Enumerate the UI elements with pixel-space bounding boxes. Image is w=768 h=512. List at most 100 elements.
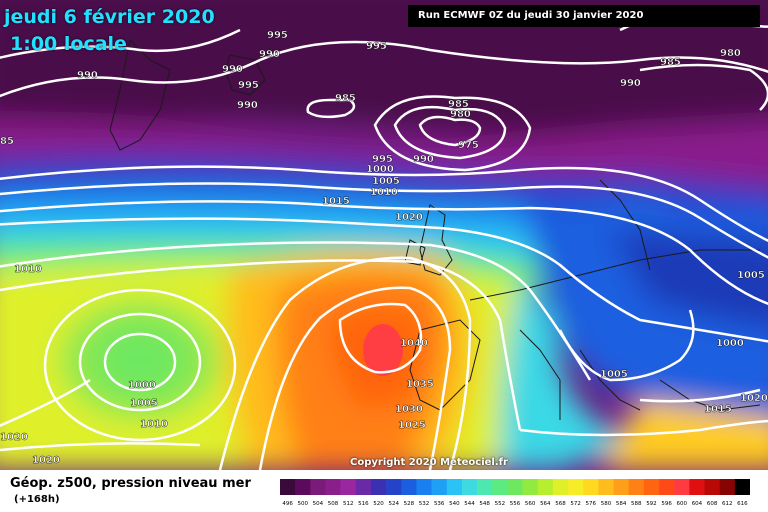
scale-tick-label: 556 [510,501,521,507]
scale-swatch [416,479,432,495]
isobar-label: 1030 [395,404,423,415]
isobar-label: 1025 [398,420,426,431]
isobar-label: 995 [238,80,259,91]
scale-swatch [537,479,554,495]
scale-tick-label: 564 [540,501,551,507]
scale-tick-label: 612 [722,501,733,507]
isobar-label: 980 [720,48,741,59]
isobar-label: 85 [0,136,14,147]
scale-tick-label: 516 [358,501,369,507]
isobar-label: 1005 [130,398,158,409]
isobar-label: 995 [267,30,288,41]
isobar-label: 1005 [737,270,765,281]
scale-tick-label: 512 [343,501,354,507]
scale-tick-label: 524 [388,501,399,507]
scale-swatch [674,479,690,495]
isobars [0,15,768,470]
scale-tick-label: 520 [373,501,384,507]
isobar-label: 1010 [140,419,168,430]
isobar-label: 1020 [32,455,60,466]
scale-tick-label: 548 [479,501,490,507]
scale-tick-label: 560 [525,501,536,507]
scale-swatch [613,479,630,495]
scale-tick-label: 496 [282,501,293,507]
isobar-label: 1040 [400,338,428,349]
forecast-time: 1:00 locale [10,33,127,55]
scale-tick-label: 552 [495,501,506,507]
isobar-labels: 995 990 990 995 990 990 995 985 985 980 … [0,30,768,466]
scale-tick-label: 576 [586,501,597,507]
isobar-label: 985 [335,93,356,104]
scale-swatch [446,479,463,495]
isobar-label: 1005 [372,176,400,187]
isobar-label: 985 [448,99,469,110]
scale-swatch [643,479,660,495]
isobar-label: 1000 [128,380,156,391]
scale-tick-label: 532 [419,501,430,507]
scale-swatch [280,479,296,495]
scale-swatch [734,479,750,495]
scale-swatch [325,479,341,495]
scale-tick-label: 528 [404,501,415,507]
scale-tick-label: 608 [707,501,718,507]
isobar-label: 975 [458,140,479,151]
isobar-label: 995 [372,154,393,165]
isobar-label: 1010 [370,187,398,198]
coastlines [109,38,761,420]
scale-swatch [598,479,614,495]
scale-swatch [583,479,599,495]
isobar-label: 990 [237,100,258,111]
scale-swatch [522,479,539,495]
scale-tick-label: 504 [313,501,324,507]
legend-subtitle: (+168h) [14,494,60,505]
weather-map: 995 990 990 995 990 990 995 985 985 980 … [0,0,768,470]
isobar-label: 990 [259,49,280,60]
scale-tick-label: 600 [677,501,688,507]
scale-swatch [477,479,493,495]
scale-swatch [552,479,569,495]
scale-swatch [370,479,387,495]
scale-tick-label: 572 [570,501,581,507]
scale-tick-label: 508 [328,501,339,507]
isobar-label: 1015 [704,404,732,415]
scale-swatch [386,479,402,495]
scale-swatch [340,479,357,495]
copyright: Copyright 2020 Meteociel.fr [350,457,508,468]
geopotential-field [0,0,768,470]
scale-tick-label: 584 [616,501,627,507]
scale-swatch [431,479,448,495]
scale-tick-label: 568 [555,501,566,507]
scale-swatch [492,479,508,495]
isobar-label: 995 [366,41,387,52]
scale-tick-label: 540 [449,501,460,507]
scale-swatch [659,479,675,495]
scale-swatch [401,479,417,495]
isobar-label: 1015 [322,196,350,207]
scale-tick-label: 616 [737,501,748,507]
scale-tick-label: 604 [692,501,703,507]
isobar-label: 1005 [600,369,628,380]
isobar-label: 1035 [406,379,434,390]
scale-swatch [719,479,736,495]
legend-title: Géop. z500, pression niveau mer [10,476,251,491]
isobar-label: 990 [222,64,243,75]
isobar-label: 985 [660,57,681,68]
forecast-date: jeudi 6 février 2020 [4,6,215,28]
isobar-label: 1020 [740,393,768,404]
isobar-label: 1000 [716,338,744,349]
scale-tick-label: 500 [297,501,308,507]
scale-swatch [355,479,372,495]
isobar-label: 1000 [366,164,394,175]
isobar-label: 1020 [0,432,28,443]
isobar-label: 1010 [14,264,42,275]
isobar-label: 1020 [395,212,423,223]
isobar-label: 980 [450,109,471,120]
scale-swatch [568,479,584,495]
scale-tick-label: 588 [631,501,642,507]
scale-swatch [295,479,311,495]
isobar-label: 990 [620,78,641,89]
scale-swatch [628,479,645,495]
scale-swatch [461,479,478,495]
color-scale: 496 500 504 508 512 516 520 524 528 532 536 540 544 5… [280,479,750,507]
